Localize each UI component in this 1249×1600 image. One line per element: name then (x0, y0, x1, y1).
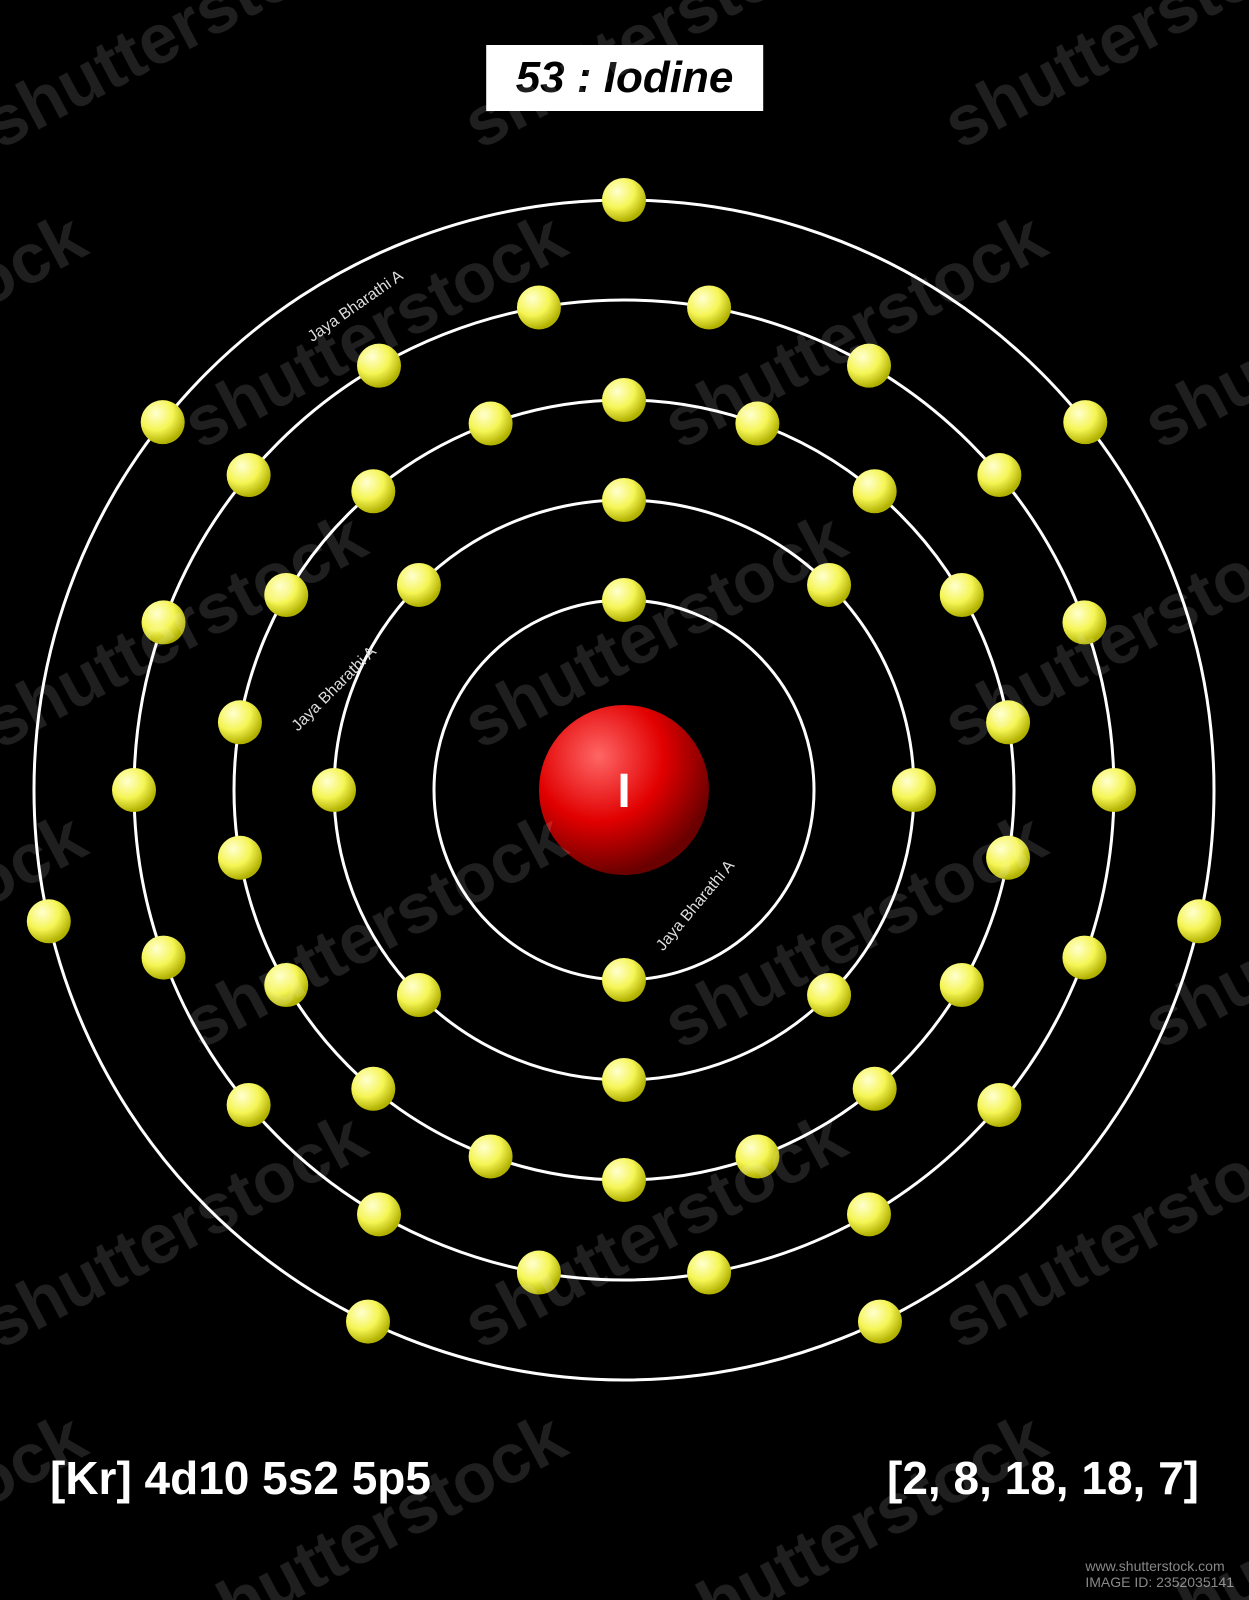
electron-s3-5 (986, 700, 1030, 744)
electron-configuration: [Kr] 4d10 5s2 5p5 (50, 1451, 431, 1505)
electron-s2-4 (807, 973, 851, 1017)
electron-s3-4 (940, 573, 984, 617)
electron-s3-11 (469, 1134, 513, 1178)
electron-s4-12 (227, 1083, 271, 1127)
electron-s4-3 (977, 453, 1021, 497)
electron-s2-1 (602, 478, 646, 522)
electron-s4-16 (227, 453, 271, 497)
electron-s3-8 (853, 1067, 897, 1111)
shell-configuration: [2, 8, 18, 18, 7] (887, 1451, 1199, 1505)
page: 53 : Iodine I [Kr] 4d10 5s2 5p5 [2, 8, 1… (0, 0, 1249, 1600)
electron-s4-10 (517, 1251, 561, 1295)
electron-s5-1 (602, 178, 646, 222)
electron-s1-1 (602, 578, 646, 622)
electron-s5-7 (141, 400, 185, 444)
electron-s4-2 (847, 344, 891, 388)
electron-s3-9 (735, 1134, 779, 1178)
electron-s3-14 (218, 836, 262, 880)
electron-s4-9 (687, 1251, 731, 1295)
electron-s3-3 (853, 469, 897, 513)
electron-s3-13 (264, 963, 308, 1007)
electron-s1-2 (602, 958, 646, 1002)
electron-s3-17 (351, 469, 395, 513)
electron-s5-2 (1063, 400, 1107, 444)
electron-s4-18 (517, 285, 561, 329)
electron-s4-8 (847, 1192, 891, 1236)
electron-s2-5 (602, 1058, 646, 1102)
electron-s4-13 (142, 936, 186, 980)
electron-s3-12 (351, 1067, 395, 1111)
electron-s3-1 (602, 378, 646, 422)
electron-s2-8 (397, 563, 441, 607)
electron-s2-6 (397, 973, 441, 1017)
nucleus-symbol: I (617, 765, 630, 818)
element-title: 53 : Iodine (486, 45, 764, 111)
electron-s4-4 (1062, 600, 1106, 644)
electron-s4-11 (357, 1192, 401, 1236)
electron-s4-15 (142, 600, 186, 644)
electron-s4-17 (357, 344, 401, 388)
electron-s5-6 (27, 899, 71, 943)
electron-s5-4 (858, 1300, 902, 1344)
electron-s3-6 (986, 836, 1030, 880)
electron-s4-7 (977, 1083, 1021, 1127)
electron-s2-2 (807, 563, 851, 607)
electron-s2-7 (312, 768, 356, 812)
electron-s5-5 (346, 1300, 390, 1344)
nucleus: I (539, 705, 709, 875)
electron-s3-18 (469, 402, 513, 446)
electron-s3-7 (940, 963, 984, 1007)
bohr-model-diagram: I (0, 0, 1249, 1600)
electron-s4-14 (112, 768, 156, 812)
electron-s4-6 (1062, 936, 1106, 980)
electron-s3-16 (264, 573, 308, 617)
electron-s2-3 (892, 768, 936, 812)
electron-s3-10 (602, 1158, 646, 1202)
electron-s4-1 (687, 285, 731, 329)
electron-s3-15 (218, 700, 262, 744)
electron-s5-3 (1177, 899, 1221, 943)
electron-s3-2 (735, 402, 779, 446)
image-id-label: www.shutterstock.com IMAGE ID: 235203514… (1085, 1558, 1234, 1590)
electron-s4-5 (1092, 768, 1136, 812)
